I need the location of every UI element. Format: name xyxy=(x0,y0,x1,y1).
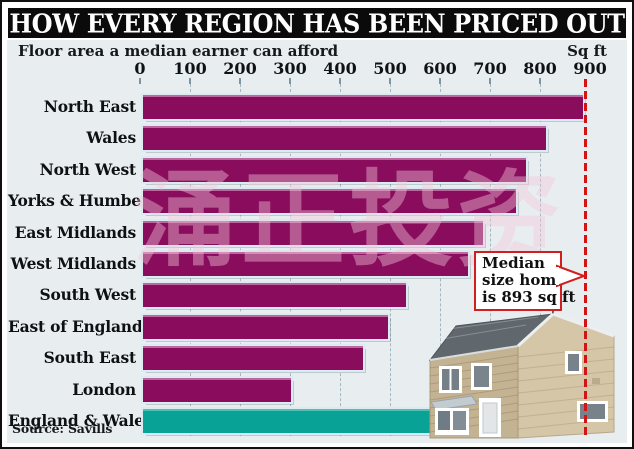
unit-label: Sq ft xyxy=(567,42,607,60)
highlight-bar xyxy=(141,407,438,435)
axis-tick-mark xyxy=(489,78,491,84)
axis-tick-mark xyxy=(339,78,341,84)
axis-tick-label: 800 xyxy=(523,59,557,78)
axis-tick-mark xyxy=(389,78,391,84)
door-icon xyxy=(479,398,501,437)
house-illustration xyxy=(428,305,615,439)
axis-tick-label: 100 xyxy=(173,59,207,78)
callout-text: size home xyxy=(482,271,566,289)
axis-tick-mark xyxy=(139,78,141,84)
axis-tick-label: 600 xyxy=(423,59,457,78)
axis-tick-label: 200 xyxy=(223,59,257,78)
chart-subtitle: Floor area a median earner can afford xyxy=(18,42,339,60)
bar xyxy=(141,93,585,121)
page-title: HOW EVERY REGION HAS BEEN PRICED OUT xyxy=(9,7,625,39)
callout-pointer-icon xyxy=(556,264,587,288)
bar xyxy=(141,375,293,404)
reference-line xyxy=(584,79,587,437)
window-icon xyxy=(439,363,492,393)
region-label: Yorks & Humber xyxy=(8,191,149,211)
bar xyxy=(141,281,408,310)
axis-tick-mark xyxy=(239,78,241,84)
region-label: South East xyxy=(43,348,137,368)
bar xyxy=(141,250,470,278)
axis-tick-label: 700 xyxy=(473,59,507,78)
region-label: England & Wales xyxy=(8,411,153,430)
axis-tick-label: 300 xyxy=(273,59,307,78)
axis-tick-label: 0 xyxy=(134,59,146,78)
region-label: West Midlands xyxy=(10,254,137,273)
axis-tick-label: 500 xyxy=(373,59,407,78)
region-label: North West xyxy=(39,159,137,179)
region-label: East Midlands xyxy=(14,222,136,242)
region-label: London xyxy=(72,379,136,399)
title-bar: HOW EVERY REGION HAS BEEN PRICED OUT xyxy=(8,7,626,39)
region-label: North East xyxy=(43,97,136,116)
region-label: East of England xyxy=(8,316,143,336)
bay-window-icon xyxy=(435,408,469,435)
callout-text: is 893 sq ft xyxy=(482,288,576,306)
axis-tick-mark xyxy=(289,78,291,84)
axis-tick-mark xyxy=(539,78,541,84)
axis-tick-mark xyxy=(439,78,441,84)
bar xyxy=(141,124,548,153)
region-label: South West xyxy=(39,285,136,305)
bar xyxy=(141,187,518,216)
bar xyxy=(141,218,485,247)
bar xyxy=(141,155,528,184)
axis-tick-label: 400 xyxy=(323,59,357,78)
callout: Median size home is 893 sq ft xyxy=(474,251,576,311)
callout-text: Median xyxy=(482,254,545,272)
source-label: Source: Savills xyxy=(12,421,113,436)
region-label: Wales xyxy=(86,128,136,148)
bar xyxy=(141,344,365,373)
bar xyxy=(141,312,390,341)
axis-tick-label: 900 xyxy=(573,59,607,78)
axis-tick-mark xyxy=(189,78,191,84)
